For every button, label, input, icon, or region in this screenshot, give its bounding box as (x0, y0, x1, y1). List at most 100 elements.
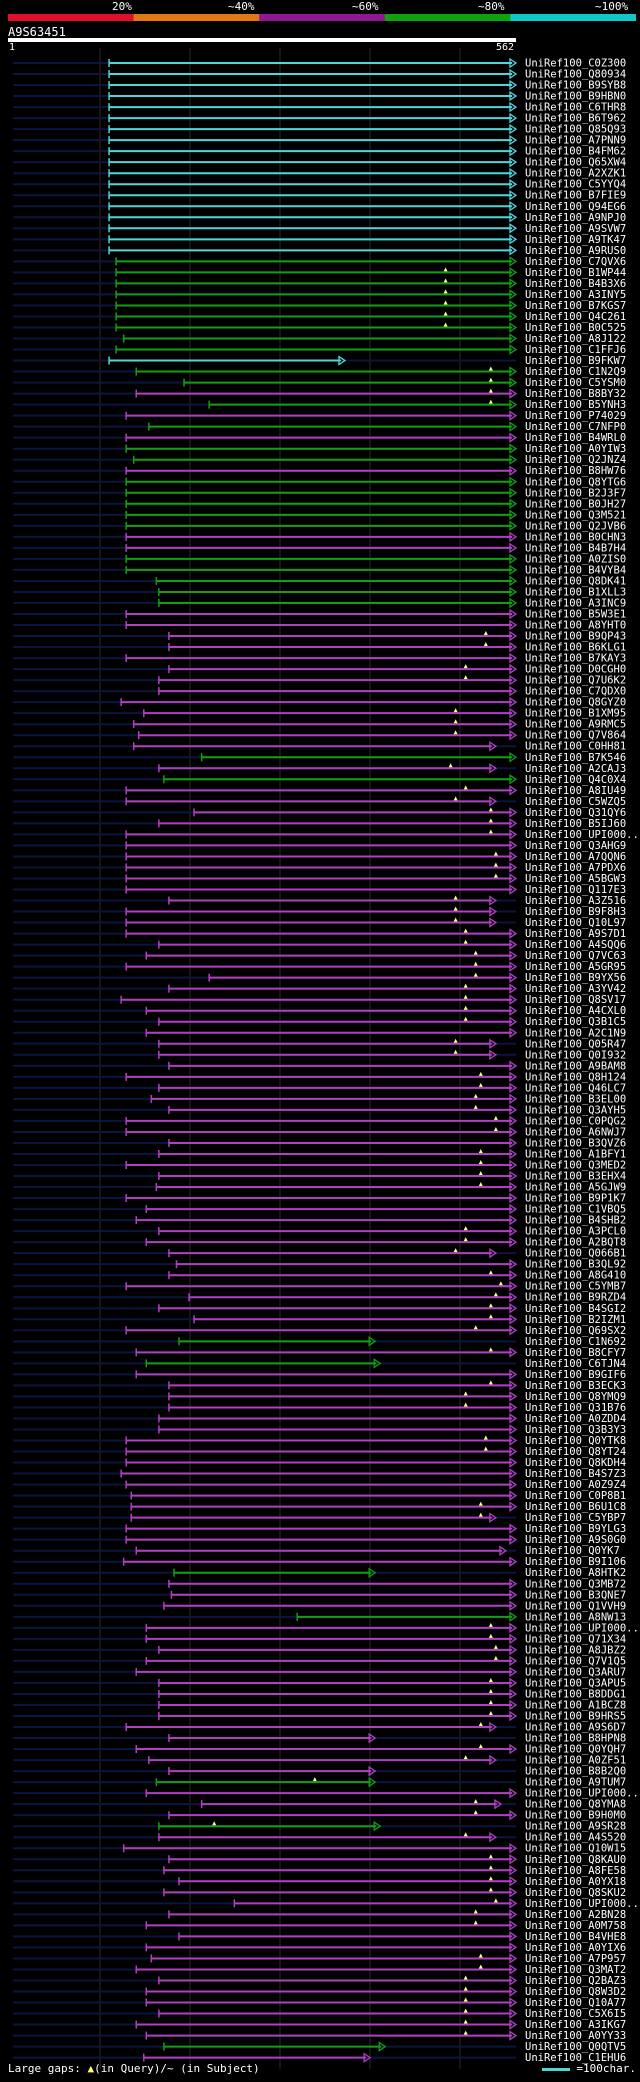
hit-id-link[interactable]: UniRef100_B8B2Q0 (525, 1766, 626, 1778)
hit-id-link[interactable]: UniRef100_C7QVX6 (525, 256, 626, 268)
hit-id-link[interactable]: UniRef100_B9I106 (525, 1556, 626, 1568)
hit-id-link[interactable]: UniRef100_B4SGI2 (525, 1303, 626, 1315)
hit-row[interactable]: UniRef100_Q3AHG9 (13, 840, 626, 852)
hit-row[interactable]: UniRef100_B3EHX4 (13, 1171, 626, 1183)
hit-row[interactable]: UniRef100_B9SYB8 (13, 80, 626, 92)
hit-id-link[interactable]: UniRef100_C7NFP0 (525, 421, 626, 433)
hit-id-link[interactable]: UniRef100_UPI000.. (525, 1898, 639, 1910)
hit-row[interactable]: UniRef100_A0ZF51 (13, 1755, 626, 1767)
hit-id-link[interactable]: UniRef100_B9HBN0 (525, 91, 626, 103)
hit-id-link[interactable]: UniRef100_A4SQQ6 (525, 939, 626, 951)
hit-row[interactable]: UniRef100_A2BN28 (13, 1909, 626, 1921)
hit-row[interactable]: UniRef100_B9QP43 (13, 631, 626, 643)
hit-id-link[interactable]: UniRef100_Q3MED2 (525, 1160, 626, 1172)
hit-id-link[interactable]: UniRef100_A8J122 (525, 333, 626, 345)
hit-row[interactable]: UniRef100_B8BY32 (13, 388, 626, 400)
hit-row[interactable]: UniRef100_C0P8B1 (13, 1490, 626, 1502)
hit-id-link[interactable]: UniRef100_A3INY5 (525, 289, 626, 301)
hit-row[interactable]: UniRef100_Q31QY6 (13, 807, 626, 819)
hit-id-link[interactable]: UniRef100_B4VHE8 (525, 1931, 626, 1943)
hit-row[interactable]: UniRef100_A9BAM8 (13, 1060, 626, 1072)
hit-id-link[interactable]: UniRef100_B9HRS5 (525, 1711, 626, 1723)
hit-row[interactable]: UniRef100_UPI000.. (13, 1788, 639, 1800)
hit-row[interactable]: UniRef100_C7QVX6 (13, 256, 626, 268)
hit-id-link[interactable]: UniRef100_A1BCZ8 (525, 1699, 626, 1711)
hit-row[interactable]: UniRef100_A8IU49 (13, 785, 626, 797)
hit-id-link[interactable]: UniRef100_C5YMB7 (525, 1281, 626, 1293)
hit-row[interactable]: UniRef100_C5YYQ4 (13, 179, 626, 191)
hit-id-link[interactable]: UniRef100_Q10L97 (525, 917, 626, 929)
hit-row[interactable]: UniRef100_A9RUS0 (13, 245, 626, 257)
hit-row[interactable]: UniRef100_Q117E3 (13, 884, 626, 896)
hit-row[interactable]: UniRef100_A3Z516 (13, 895, 626, 907)
hit-id-link[interactable]: UniRef100_B3QNE7 (525, 1589, 626, 1601)
hit-id-link[interactable]: UniRef100_B6KLG1 (525, 642, 626, 654)
hit-id-link[interactable]: UniRef100_Q85Q93 (525, 124, 626, 136)
hit-id-link[interactable]: UniRef100_A5GR95 (525, 961, 626, 973)
hit-id-link[interactable]: UniRef100_Q3APU5 (525, 1677, 626, 1689)
hit-id-link[interactable]: UniRef100_Q7VC63 (525, 950, 626, 962)
hit-row[interactable]: UniRef100_B7KGS7 (13, 300, 626, 312)
hit-row[interactable]: UniRef100_Q7V1Q5 (13, 1655, 626, 1667)
hit-row[interactable]: UniRef100_B1WP44 (13, 267, 626, 279)
hit-id-link[interactable]: UniRef100_C5YYQ4 (525, 179, 626, 191)
hit-row[interactable]: UniRef100_C1N2Q9 (13, 366, 626, 378)
hit-row[interactable]: UniRef100_B1XLL3 (13, 586, 626, 598)
hit-row[interactable]: UniRef100_UPI000.. (13, 1622, 639, 1634)
hit-row[interactable]: UniRef100_A9TK47 (13, 234, 626, 246)
hit-row[interactable]: UniRef100_UPI000.. (13, 1898, 639, 1910)
hit-row[interactable]: UniRef100_B4B3X6 (13, 278, 626, 290)
hit-row[interactable]: UniRef100_C1VBQ5 (13, 1204, 626, 1216)
hit-id-link[interactable]: UniRef100_B4WRL0 (525, 432, 626, 444)
hit-row[interactable]: UniRef100_Q8GYZ0 (13, 697, 626, 709)
hit-row[interactable]: UniRef100_C6TJN4 (13, 1358, 626, 1370)
hit-row[interactable]: UniRef100_A8JBZ2 (13, 1644, 626, 1656)
hit-id-link[interactable]: UniRef100_B6U1C8 (525, 1501, 626, 1513)
hit-row[interactable]: UniRef100_A5BGW3 (13, 873, 626, 885)
hit-row[interactable]: UniRef100_A7PNN9 (13, 135, 626, 147)
hit-row[interactable]: UniRef100_Q2BAZ3 (13, 1975, 626, 1987)
hit-row[interactable]: UniRef100_B9YX56 (13, 972, 626, 984)
hit-row[interactable]: UniRef100_A0YY33 (13, 2030, 626, 2042)
hit-row[interactable]: UniRef100_Q94EG6 (13, 201, 626, 213)
hit-row[interactable]: UniRef100_A1BFY1 (13, 1148, 626, 1160)
hit-row[interactable]: UniRef100_B1XM95 (13, 708, 626, 720)
hit-id-link[interactable]: UniRef100_Q8W3D2 (525, 1986, 626, 1998)
hit-id-link[interactable]: UniRef100_Q8DK41 (525, 575, 626, 587)
hit-row[interactable]: UniRef100_B5W3E1 (13, 609, 626, 621)
hit-row[interactable]: UniRef100_Q8KAU0 (13, 1854, 626, 1866)
hit-id-link[interactable]: UniRef100_B9GIF6 (525, 1369, 626, 1381)
hit-row[interactable]: UniRef100_C1FFJ6 (13, 344, 626, 356)
hit-row[interactable]: UniRef100_A9TUM7 (13, 1777, 626, 1789)
hit-id-link[interactable]: UniRef100_A8JBZ2 (525, 1644, 626, 1656)
hit-row[interactable]: UniRef100_B8B2Q0 (13, 1766, 626, 1778)
hit-id-link[interactable]: UniRef100_A0YX18 (525, 1876, 626, 1888)
hit-id-link[interactable]: UniRef100_B0CHN3 (525, 531, 626, 543)
hit-id-link[interactable]: UniRef100_Q7V864 (525, 730, 626, 742)
hit-id-link[interactable]: UniRef100_Q0YTK8 (525, 1435, 626, 1447)
hit-row[interactable]: UniRef100_Q8KDH4 (13, 1457, 626, 1469)
hit-row[interactable]: UniRef100_A9SR28 (13, 1821, 626, 1833)
hit-row[interactable]: UniRef100_D0CGH0 (13, 664, 626, 676)
hit-row[interactable]: UniRef100_Q31B76 (13, 1402, 626, 1414)
hit-id-link[interactable]: UniRef100_B3QVZ6 (525, 1137, 626, 1149)
hit-row[interactable]: UniRef100_UPI000.. (13, 829, 639, 841)
hit-id-link[interactable]: UniRef100_A7P957 (525, 1953, 626, 1965)
hit-row[interactable]: UniRef100_B8HPN8 (13, 1733, 626, 1745)
hit-id-link[interactable]: UniRef100_Q05R47 (525, 1038, 626, 1050)
hit-id-link[interactable]: UniRef100_Q69SX2 (525, 1325, 626, 1337)
hit-id-link[interactable]: UniRef100_B9F8H3 (525, 906, 626, 918)
hit-row[interactable]: UniRef100_A9S7D1 (13, 928, 626, 940)
hit-row[interactable]: UniRef100_A7QQN6 (13, 851, 626, 863)
hit-id-link[interactable]: UniRef100_A0ZIS0 (525, 553, 626, 565)
hit-row[interactable]: UniRef100_A4SQQ6 (13, 939, 626, 951)
hit-row[interactable]: UniRef100_B3QNE7 (13, 1589, 626, 1601)
hit-row[interactable]: UniRef100_Q8W3D2 (13, 1986, 626, 1998)
hit-row[interactable]: UniRef100_A8FE58 (13, 1865, 626, 1877)
hit-row[interactable]: UniRef100_B9YLG3 (13, 1523, 626, 1535)
hit-row[interactable]: UniRef100_A3PCL0 (13, 1226, 626, 1238)
hit-row[interactable]: UniRef100_A2C1N9 (13, 1027, 626, 1039)
hit-id-link[interactable]: UniRef100_Q65XW4 (525, 157, 626, 169)
hit-id-link[interactable]: UniRef100_B5W3E1 (525, 609, 626, 621)
hit-row[interactable]: UniRef100_Q8YT24 (13, 1446, 626, 1458)
